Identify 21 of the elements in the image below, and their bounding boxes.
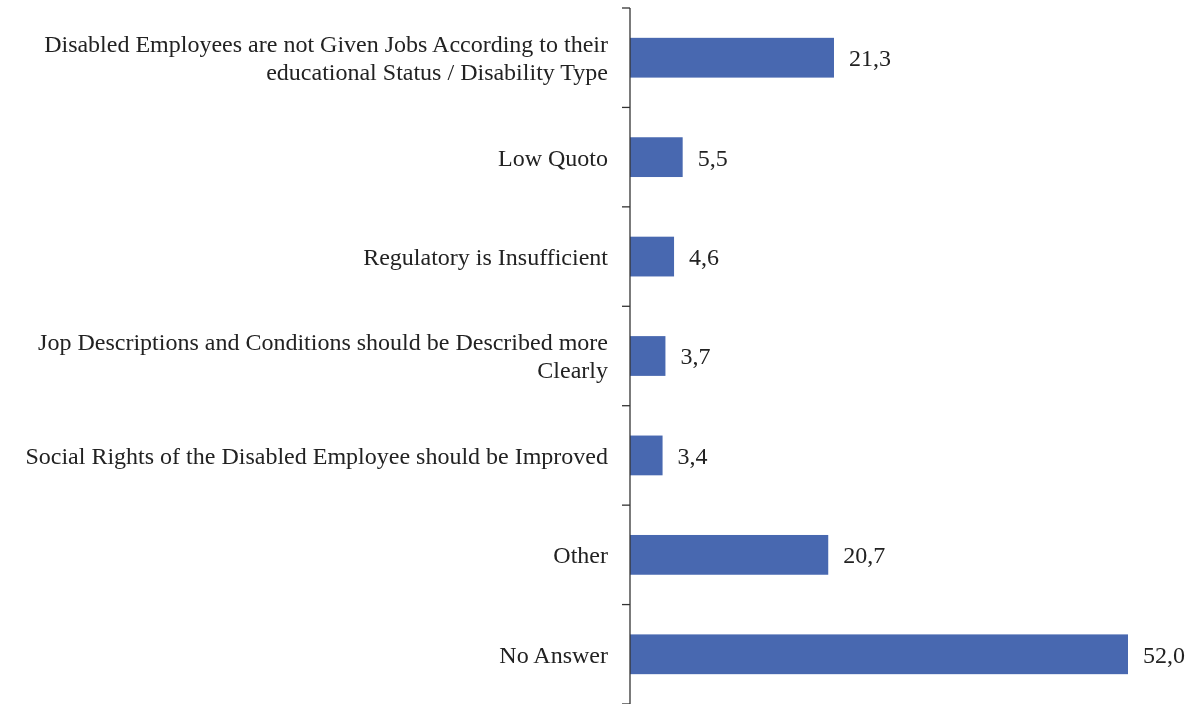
bar [630, 534, 829, 575]
data-label: 4,6 [689, 243, 720, 270]
y-tick-label: Social Rights of the Disabled Employee should be Improved [25, 442, 608, 469]
bar [630, 236, 675, 277]
data-label: 20,7 [843, 542, 886, 569]
bar [630, 336, 666, 376]
y-tick-label: No Answer [499, 641, 609, 668]
y-tick-label: Low Quoto [498, 144, 608, 171]
bar [630, 634, 1128, 675]
y-tick-label: Other [553, 542, 608, 569]
data-label: 5,5 [697, 144, 728, 171]
data-label: 52,0 [1143, 641, 1185, 668]
y-tick-label: Disabled Employees are not Given Jobs According to their educational Status / Disability Type [44, 31, 608, 86]
bar [630, 137, 683, 178]
data-label: 21,3 [848, 45, 891, 72]
bar [630, 435, 663, 476]
y-tick-label: Regulatory is Insufficient [363, 243, 609, 270]
bar [630, 37, 834, 78]
y-tick-label: Jop Descriptions and Conditions should be Described more Clearly [38, 329, 608, 384]
data-label: 3,7 [680, 343, 711, 370]
data-label: 3,4 [677, 442, 708, 469]
